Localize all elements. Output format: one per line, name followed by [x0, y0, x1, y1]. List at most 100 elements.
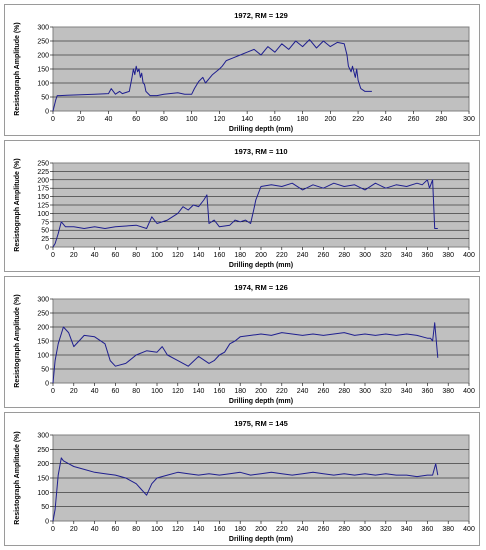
y-tick-label: 150 [37, 194, 49, 201]
chart-title: 1974, RM = 126 [234, 283, 288, 292]
x-tick-label: 400 [463, 252, 475, 259]
chart-title: 1972, RM = 129 [234, 11, 288, 20]
y-tick-label: 100 [37, 353, 49, 360]
x-tick-label: 0 [51, 252, 55, 259]
y-tick-label: 200 [37, 461, 49, 468]
x-tick-label: 280 [338, 252, 350, 259]
x-tick-label: 120 [172, 388, 184, 395]
chart-svg: 1974, RM = 126 0 50 100 150 200 250 300 0 20 40 60 8… [14, 283, 475, 405]
x-axis-label: Drilling depth (mm) [229, 536, 293, 543]
y-tick-label: 0 [45, 519, 49, 526]
y-tick-label: 300 [37, 297, 49, 304]
x-tick-label: 240 [297, 388, 309, 395]
x-tick-label: 180 [297, 116, 309, 123]
x-tick-label: 280 [338, 388, 350, 395]
x-tick-label: 200 [255, 388, 267, 395]
y-tick-label: 0 [45, 109, 49, 116]
chart-panel-1972: 1972, RM = 129 0 50 100 150 200 250 300 0 20 40 60 8… [4, 4, 480, 136]
y-axis-label: Resistograph Amplitude (%) [14, 431, 21, 524]
x-tick-label: 400 [463, 526, 475, 533]
y-tick-label: 250 [37, 311, 49, 318]
y-tick-label: 200 [37, 53, 49, 60]
x-tick-label: 40 [105, 116, 113, 123]
chart-panel-1974: 1974, RM = 126 0 50 100 150 200 250 300 0 20 40 60 8… [4, 276, 480, 408]
x-tick-label: 320 [380, 526, 392, 533]
y-tick-label: 150 [37, 67, 49, 74]
y-tick-label: 50 [41, 367, 49, 374]
x-tick-label: 100 [151, 388, 163, 395]
x-axis-label: Drilling depth (mm) [229, 398, 293, 405]
x-tick-label: 340 [401, 388, 413, 395]
y-tick-label: 50 [41, 95, 49, 102]
x-tick-label: 40 [91, 526, 99, 533]
x-tick-label: 380 [442, 526, 454, 533]
x-tick-label: 80 [160, 116, 168, 123]
x-tick-label: 280 [435, 116, 447, 123]
y-tick-label: 150 [37, 476, 49, 483]
x-tick-label: 160 [214, 388, 226, 395]
x-tick-label: 120 [172, 526, 184, 533]
x-tick-label: 360 [422, 388, 434, 395]
x-tick-label: 80 [132, 526, 140, 533]
x-tick-label: 260 [408, 116, 420, 123]
y-tick-label: 225 [37, 169, 49, 176]
x-tick-label: 260 [318, 388, 330, 395]
y-tick-label: 0 [45, 245, 49, 252]
x-tick-label: 300 [463, 116, 475, 123]
x-tick-label: 60 [132, 116, 140, 123]
x-tick-label: 60 [112, 252, 120, 259]
x-tick-label: 0 [51, 116, 55, 123]
x-tick-label: 100 [151, 526, 163, 533]
x-tick-label: 200 [255, 526, 267, 533]
x-tick-label: 120 [172, 252, 184, 259]
x-tick-label: 340 [401, 252, 413, 259]
x-tick-label: 240 [297, 252, 309, 259]
x-axis-label: Drilling depth (mm) [229, 126, 293, 133]
y-tick-label: 250 [37, 161, 49, 168]
x-tick-label: 400 [463, 388, 475, 395]
y-tick-label: 250 [37, 447, 49, 454]
x-tick-label: 0 [51, 388, 55, 395]
x-tick-label: 280 [338, 526, 350, 533]
chart-svg: 1973, RM = 11002550751001251501752002252… [14, 147, 475, 269]
x-tick-label: 40 [91, 252, 99, 259]
x-tick-label: 240 [297, 526, 309, 533]
series-line [52, 322, 439, 384]
x-tick-label: 200 [255, 252, 267, 259]
chart-title: 1975, RM = 145 [234, 419, 288, 428]
x-tick-label: 180 [234, 252, 246, 259]
x-tick-label: 380 [442, 252, 454, 259]
y-tick-label: 50 [41, 504, 49, 511]
x-tick-label: 20 [70, 526, 78, 533]
y-tick-label: 300 [37, 433, 49, 440]
y-tick-label: 75 [41, 219, 49, 226]
chart-svg: 1972, RM = 129 0 50 100 150 200 250 300 0 20 40 60 8… [14, 11, 475, 133]
series-line [52, 457, 439, 522]
x-tick-label: 320 [380, 388, 392, 395]
x-tick-label: 220 [276, 526, 288, 533]
x-tick-label: 160 [269, 116, 281, 123]
x-tick-label: 180 [234, 388, 246, 395]
chart-panel-1975: 1975, RM = 145 0 50 100 150 200 250 300 0 20 40 60 8… [4, 412, 480, 546]
y-tick-label: 125 [37, 203, 49, 210]
y-axis-label: Resistograph Amplitude (%) [14, 22, 21, 115]
x-tick-label: 160 [214, 252, 226, 259]
series-line [52, 39, 372, 112]
x-tick-label: 260 [318, 252, 330, 259]
y-tick-label: 300 [37, 25, 49, 32]
y-tick-label: 150 [37, 339, 49, 346]
y-tick-label: 175 [37, 186, 49, 193]
x-tick-label: 80 [132, 388, 140, 395]
x-tick-label: 120 [214, 116, 226, 123]
x-tick-label: 220 [276, 388, 288, 395]
x-tick-label: 0 [51, 526, 55, 533]
x-tick-label: 160 [214, 526, 226, 533]
x-tick-label: 140 [241, 116, 253, 123]
y-tick-label: 200 [37, 325, 49, 332]
x-tick-label: 20 [70, 252, 78, 259]
x-tick-label: 300 [359, 526, 371, 533]
x-tick-label: 60 [112, 526, 120, 533]
y-tick-label: 200 [37, 177, 49, 184]
x-tick-label: 60 [112, 388, 120, 395]
x-tick-label: 360 [422, 252, 434, 259]
